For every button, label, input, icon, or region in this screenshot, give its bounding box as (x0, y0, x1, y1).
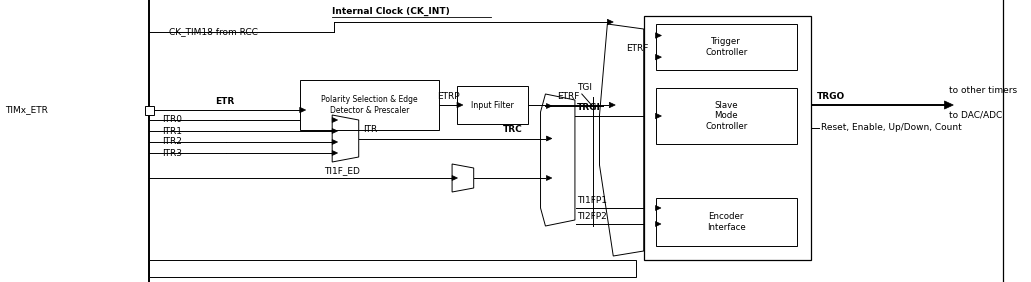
Text: TI1FP1: TI1FP1 (577, 196, 607, 205)
Bar (656, 88, 797, 144)
Polygon shape (300, 107, 305, 113)
Text: ETRP: ETRP (437, 92, 460, 101)
Polygon shape (452, 175, 458, 180)
Text: to DAC/ADC: to DAC/ADC (950, 110, 1002, 119)
Text: TI1F_ED: TI1F_ED (325, 166, 360, 175)
Bar (643, 16, 810, 260)
Bar (656, 24, 797, 70)
Text: ETRF: ETRF (558, 92, 579, 101)
Text: ITR0: ITR0 (162, 116, 182, 124)
Polygon shape (656, 206, 661, 210)
Text: ITR1: ITR1 (162, 127, 182, 135)
Polygon shape (944, 101, 954, 109)
Text: Slave
Mode
Controller: Slave Mode Controller (705, 101, 747, 131)
Text: TRGI: TRGI (577, 103, 601, 112)
Bar (656, 198, 797, 246)
Text: ITR3: ITR3 (162, 149, 182, 158)
Text: TI2FP2: TI2FP2 (577, 212, 606, 221)
Text: TGI: TGI (577, 83, 592, 92)
Polygon shape (457, 102, 463, 108)
Text: Input Filter: Input Filter (471, 100, 513, 109)
Bar (457, 86, 528, 124)
Bar (145, 105, 154, 114)
Polygon shape (332, 140, 337, 144)
Polygon shape (332, 129, 337, 133)
Polygon shape (656, 54, 662, 60)
Polygon shape (656, 33, 662, 38)
Text: Internal Clock (CK_INT): Internal Clock (CK_INT) (332, 7, 450, 16)
Polygon shape (332, 151, 337, 155)
Text: CK_TIM18 from RCC: CK_TIM18 from RCC (169, 28, 258, 36)
Polygon shape (656, 222, 661, 226)
Polygon shape (546, 175, 552, 180)
Text: ETRF: ETRF (626, 44, 648, 53)
Polygon shape (609, 102, 616, 108)
Text: ITR: ITR (363, 125, 377, 135)
Polygon shape (332, 118, 337, 122)
Polygon shape (546, 103, 552, 109)
Bar (149, 260, 636, 277)
Text: Reset, Enable, Up/Down, Count: Reset, Enable, Up/Down, Count (821, 124, 961, 133)
Polygon shape (546, 136, 552, 141)
Text: Encoder
Interface: Encoder Interface (707, 212, 745, 232)
Text: TRC: TRC (503, 125, 523, 135)
Text: TRGO: TRGO (817, 92, 845, 101)
Text: Polarity Selection & Edge
Detector & Prescaler: Polarity Selection & Edge Detector & Pre… (322, 95, 418, 115)
Bar (300, 80, 439, 130)
Polygon shape (656, 113, 662, 119)
Text: ITR2: ITR2 (162, 138, 182, 147)
Text: TIMx_ETR: TIMx_ETR (5, 105, 47, 114)
Text: to other timers: to other timers (950, 86, 1018, 95)
Text: ETR: ETR (214, 97, 234, 106)
Text: Trigger
Controller: Trigger Controller (705, 37, 747, 57)
Polygon shape (607, 19, 613, 25)
